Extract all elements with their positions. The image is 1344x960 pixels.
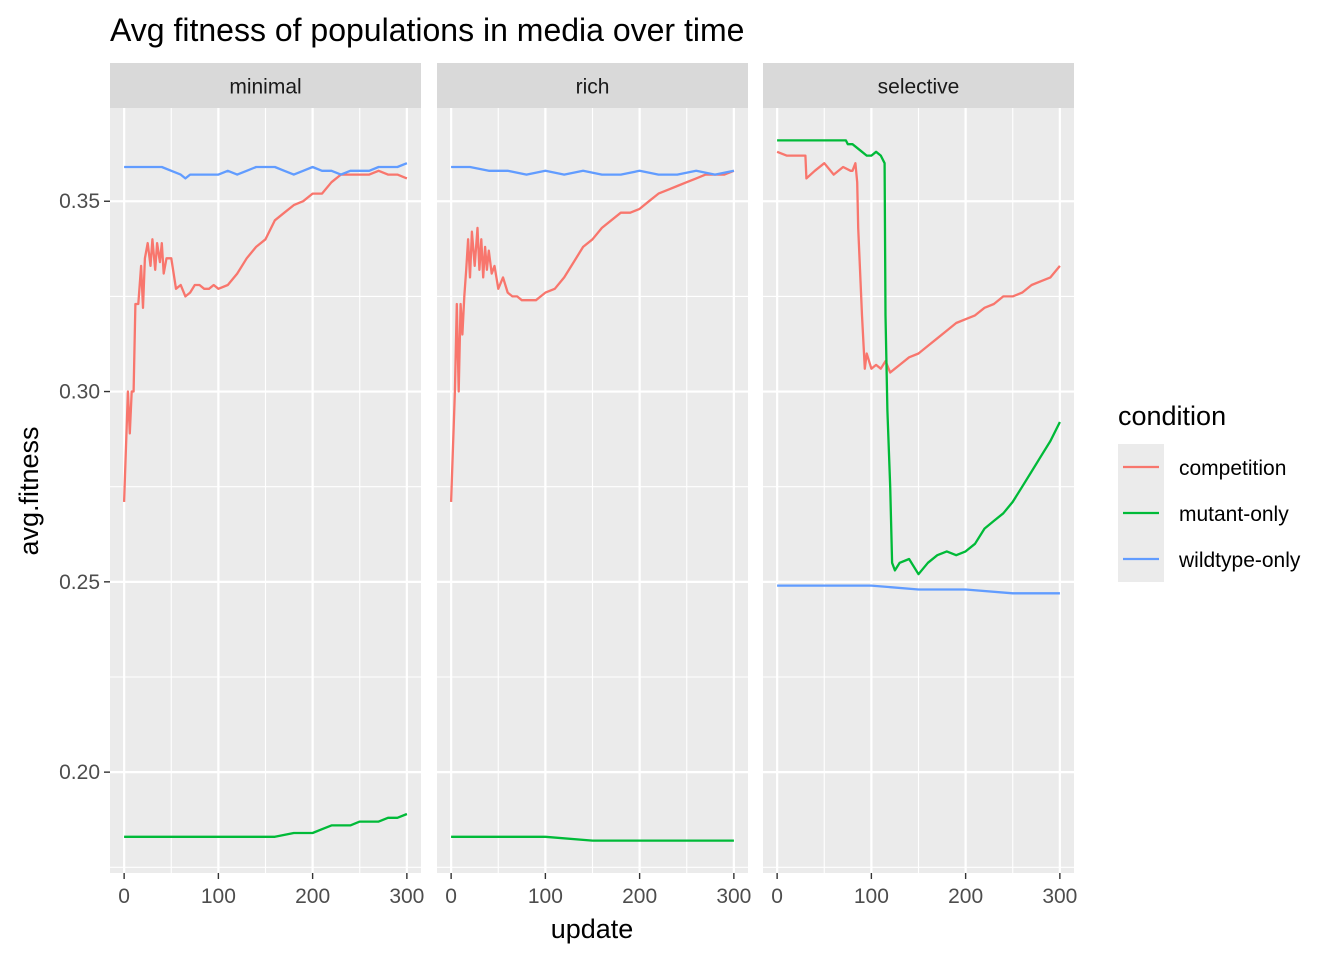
facet-strip <box>110 63 421 108</box>
series-line-competition <box>449 169 735 502</box>
x-tick-label: 0 <box>118 885 130 908</box>
legend-label: mutant-only <box>1179 503 1289 526</box>
legend-item-wildtype-only: wildtype-only <box>1118 536 1301 582</box>
facet-strip <box>763 63 1074 108</box>
legend-title: condition <box>1118 401 1226 431</box>
facet-strip <box>437 63 748 108</box>
facet-label-minimal: minimal <box>229 76 301 99</box>
x-tick-label: 100 <box>528 885 563 908</box>
series-line-mutant-only <box>777 139 1061 576</box>
x-tick-label: 0 <box>771 885 783 908</box>
x-tick-label: 200 <box>295 885 330 908</box>
x-tick-label: 200 <box>948 885 983 908</box>
series-line-mutant-only <box>451 835 734 842</box>
facet-panel-rich: rich 0 100 200 300 <box>437 63 751 908</box>
y-tick-label: 0.25 <box>59 571 100 594</box>
legend-item-mutant-only: mutant-only <box>1118 490 1289 536</box>
y-tick-label: 0.35 <box>59 190 100 213</box>
x-tick-label: 300 <box>1042 885 1077 908</box>
x-tick-label: 100 <box>201 885 236 908</box>
facet-panels: minimal 0 100 200 300 0.20 0.25 0.30 0.35 rich 0 10… <box>59 63 1077 908</box>
series-line-wildtype-only <box>777 584 1060 595</box>
facet-label-rich: rich <box>576 76 610 99</box>
chart-title: Avg fitness of populations in media over… <box>110 12 744 48</box>
facet-label-selective: selective <box>878 76 960 99</box>
y-tick-label: 0.20 <box>59 761 100 784</box>
legend: condition competition mutant-only wildtype… <box>1118 401 1301 582</box>
series-line-competition <box>122 169 408 502</box>
legend-item-competition: competition <box>1118 444 1286 490</box>
y-axis-title: avg.fitness <box>14 426 44 555</box>
x-tick-label: 0 <box>445 885 457 908</box>
legend-label: wildtype-only <box>1178 549 1301 572</box>
x-tick-label: 300 <box>716 885 751 908</box>
x-tick-label: 200 <box>622 885 657 908</box>
facet-panel-minimal: minimal 0 100 200 300 0.20 0.25 0.30 0.35 <box>59 63 424 908</box>
facet-panel-selective: selective 0 100 200 300 <box>763 63 1077 908</box>
x-axis-title: update <box>551 914 634 944</box>
series-line-wildtype-only <box>124 162 408 180</box>
x-tick-label: 300 <box>389 885 424 908</box>
series-line-wildtype-only <box>451 165 735 176</box>
x-tick-label: 100 <box>854 885 889 908</box>
legend-label: competition <box>1179 457 1286 480</box>
series-line-mutant-only <box>124 812 408 838</box>
y-tick-label: 0.30 <box>59 381 100 404</box>
